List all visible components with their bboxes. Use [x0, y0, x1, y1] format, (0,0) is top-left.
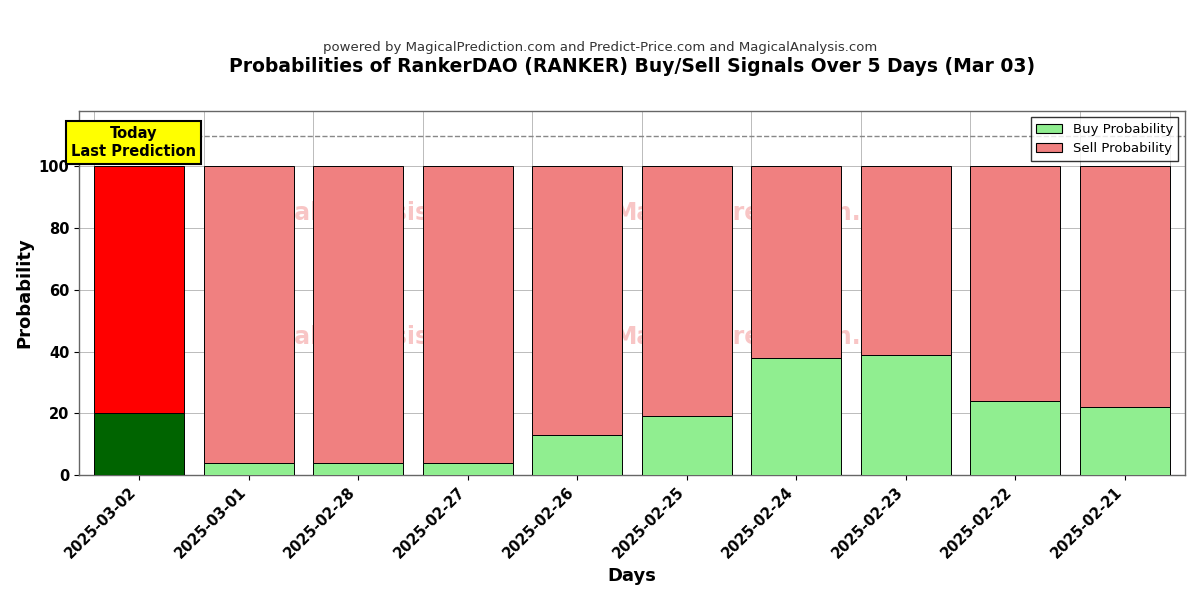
- Legend: Buy Probability, Sell Probability: Buy Probability, Sell Probability: [1031, 118, 1178, 161]
- Title: Probabilities of RankerDAO (RANKER) Buy/Sell Signals Over 5 Days (Mar 03): Probabilities of RankerDAO (RANKER) Buy/…: [229, 57, 1036, 76]
- Bar: [533, 435, 622, 475]
- Text: MagicalPrediction.com: MagicalPrediction.com: [613, 325, 916, 349]
- Bar: [95, 413, 184, 475]
- Bar: [751, 358, 841, 475]
- Bar: [313, 463, 403, 475]
- Bar: [1080, 166, 1170, 407]
- Bar: [313, 166, 403, 463]
- Bar: [204, 166, 294, 463]
- Bar: [751, 166, 841, 358]
- Bar: [204, 463, 294, 475]
- Y-axis label: Probability: Probability: [14, 238, 32, 348]
- Text: powered by MagicalPrediction.com and Predict-Price.com and MagicalAnalysis.com: powered by MagicalPrediction.com and Pre…: [323, 41, 877, 54]
- Text: MagicalAnalysis.com: MagicalAnalysis.com: [217, 325, 494, 349]
- Bar: [422, 463, 512, 475]
- Bar: [422, 166, 512, 463]
- Bar: [971, 401, 1060, 475]
- Text: MagicalAnalysis.com: MagicalAnalysis.com: [217, 201, 494, 225]
- Bar: [533, 166, 622, 435]
- Bar: [860, 355, 950, 475]
- Bar: [642, 416, 732, 475]
- Bar: [1080, 407, 1170, 475]
- Text: MagicalPrediction.com: MagicalPrediction.com: [613, 201, 916, 225]
- Bar: [95, 166, 184, 413]
- Text: Today
Last Prediction: Today Last Prediction: [71, 127, 197, 159]
- X-axis label: Days: Days: [607, 567, 656, 585]
- Bar: [860, 166, 950, 355]
- Bar: [642, 166, 732, 416]
- Bar: [971, 166, 1060, 401]
